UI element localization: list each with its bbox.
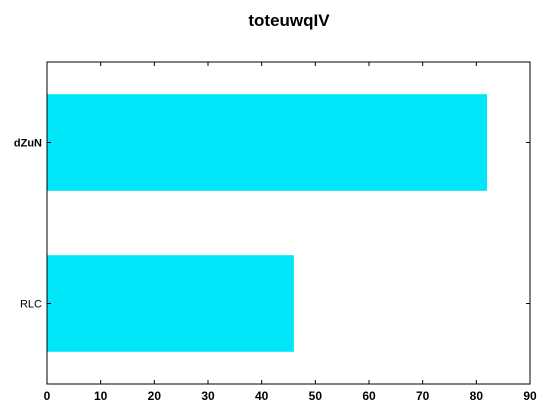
bar-dzun [47, 94, 488, 191]
x-tick-label: 50 [309, 389, 323, 403]
x-tick-label: 90 [523, 389, 537, 403]
x-tick-label: 40 [255, 389, 269, 403]
bars-layer [47, 94, 488, 352]
x-tick-label: 10 [94, 389, 108, 403]
x-tick-label: 80 [470, 389, 484, 403]
x-tick-label: 0 [44, 389, 51, 403]
chart-title: toteuwqIV [248, 11, 330, 30]
y-axis: dZuN RLC [14, 138, 530, 311]
y-tick-label: dZuN [14, 138, 42, 150]
y-tick-label: RLC [20, 299, 42, 311]
plot-frame [46, 61, 531, 385]
x-tick-label: 70 [416, 389, 430, 403]
bar-rlc [47, 255, 294, 352]
x-tick-label: 60 [362, 389, 376, 403]
x-tick-label: 30 [201, 389, 215, 403]
x-tick-label: 20 [148, 389, 162, 403]
x-axis: 0 10 20 30 40 50 60 70 80 90 [44, 62, 537, 403]
